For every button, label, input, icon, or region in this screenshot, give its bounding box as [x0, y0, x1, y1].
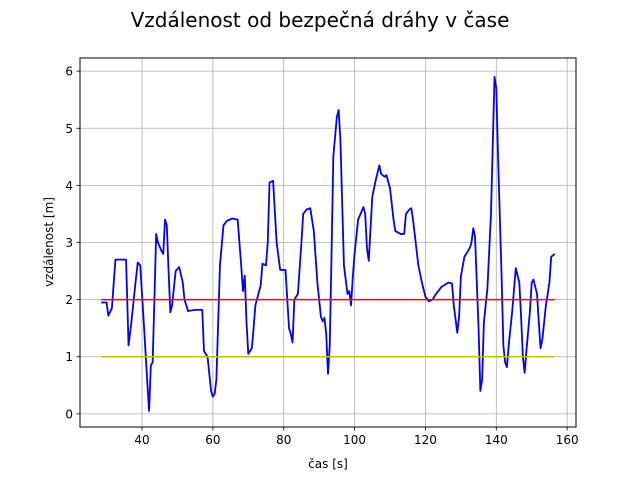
y-tick-label: 6 [65, 65, 73, 79]
x-tick-label: 120 [414, 433, 437, 447]
x-tick-label: 80 [276, 433, 291, 447]
chart-title: Vzdálenost od bezpečná dráhy v čase [131, 8, 510, 32]
y-axis-label: vzdálenost [m] [42, 197, 56, 287]
x-tick-label: 160 [556, 433, 579, 447]
distance-line [101, 75, 556, 412]
y-tick-label: 5 [65, 122, 73, 136]
y-tick-label: 0 [65, 407, 73, 421]
series-layer [101, 75, 556, 412]
x-tick-label: 100 [343, 433, 366, 447]
x-tick-label: 140 [485, 433, 508, 447]
y-tick-label: 1 [65, 350, 73, 364]
y-tick-label: 2 [65, 293, 73, 307]
y-tick-label: 4 [65, 179, 73, 193]
y-tick-label: 3 [65, 236, 73, 250]
x-tick-label: 40 [134, 433, 149, 447]
x-tick-label: 60 [205, 433, 220, 447]
x-axis-label: čas [s] [308, 457, 348, 471]
ticks: 40 60 80 100 120 140 160 0 1 2 3 4 5 6 [65, 65, 578, 447]
